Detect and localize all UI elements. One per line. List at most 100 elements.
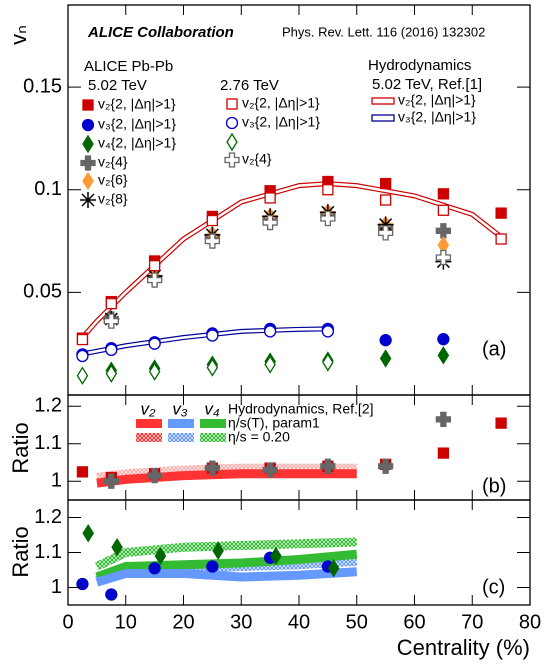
y-axis-title: vₙ bbox=[6, 25, 31, 45]
x-tick-label: 30 bbox=[230, 611, 252, 633]
marker bbox=[146, 272, 163, 288]
y-tick-label: 0.15 bbox=[23, 75, 62, 97]
x-tick-label: 0 bbox=[62, 611, 73, 633]
marker bbox=[148, 260, 161, 272]
legend-label: v₂{2, |Δη|>1} bbox=[398, 92, 476, 108]
marker bbox=[437, 346, 450, 365]
marker bbox=[148, 337, 161, 350]
legend-swatch bbox=[200, 433, 226, 442]
x-tick-label: 50 bbox=[346, 611, 368, 633]
annotation: (b) bbox=[482, 475, 506, 497]
annotation: 2.76 TeV bbox=[220, 77, 279, 94]
y-axis-title: Ratio bbox=[8, 526, 33, 577]
marker bbox=[105, 364, 118, 383]
marker bbox=[264, 192, 276, 204]
legend-swatch bbox=[371, 114, 395, 122]
marker bbox=[327, 559, 340, 578]
marker bbox=[154, 546, 167, 566]
marker bbox=[105, 343, 118, 356]
marker bbox=[206, 329, 219, 342]
annotation: ALICE Collaboration bbox=[87, 24, 234, 41]
legend-label: η/s = 0.20 bbox=[228, 429, 290, 445]
marker bbox=[321, 325, 335, 338]
marker bbox=[103, 473, 119, 489]
marker bbox=[437, 204, 450, 216]
marker bbox=[377, 225, 394, 241]
marker bbox=[437, 333, 450, 346]
annotation: Phys. Rev. Lett. 116 (2016) 132302 bbox=[282, 24, 485, 39]
x-tick-label: 60 bbox=[403, 611, 425, 633]
marker bbox=[105, 588, 118, 601]
marker bbox=[146, 467, 163, 484]
legend-label: v₂{8} bbox=[98, 191, 128, 207]
legend-swatch bbox=[136, 433, 162, 442]
marker bbox=[206, 214, 219, 227]
y-tick-label: 1.1 bbox=[34, 432, 62, 454]
marker bbox=[379, 334, 392, 347]
marker bbox=[495, 417, 507, 429]
marker bbox=[263, 325, 277, 338]
marker bbox=[76, 577, 89, 591]
legend-swatch bbox=[136, 419, 162, 428]
x-tick-label: 70 bbox=[461, 611, 483, 633]
legend-label: v₂{4} bbox=[242, 151, 272, 167]
y-tick-label: 1.1 bbox=[34, 541, 62, 563]
y-tick-label: 1 bbox=[51, 576, 62, 598]
marker bbox=[148, 362, 161, 381]
marker bbox=[204, 460, 221, 476]
legend-marker bbox=[225, 116, 239, 130]
marker bbox=[76, 333, 89, 346]
y-axis-title: Ratio bbox=[8, 422, 33, 473]
x-tick-label: 80 bbox=[519, 611, 541, 633]
legend-marker bbox=[82, 171, 94, 191]
marker bbox=[379, 177, 392, 190]
legend-label: v₂{2, |Δη|>1} bbox=[242, 95, 320, 111]
legend-label: v₂{4} bbox=[98, 154, 128, 170]
annotation: (a) bbox=[482, 338, 506, 360]
x-tick-label: 10 bbox=[115, 611, 137, 633]
marker bbox=[379, 349, 392, 368]
legend-marker bbox=[226, 132, 238, 152]
legend-label: η/s(T), param1 bbox=[228, 415, 320, 431]
marker bbox=[377, 458, 394, 474]
annotation: 5.02 TeV, Ref.[1] bbox=[372, 76, 482, 93]
marker bbox=[435, 411, 452, 428]
hydro-curve-inner bbox=[82, 327, 328, 356]
marker bbox=[111, 538, 123, 557]
legend-marker bbox=[226, 98, 238, 110]
legend-swatch bbox=[200, 419, 226, 428]
hydro-band bbox=[94, 537, 357, 571]
legend-marker bbox=[82, 99, 94, 111]
marker bbox=[437, 447, 450, 459]
y-tick-label: 0.1 bbox=[34, 178, 62, 200]
marker bbox=[76, 349, 89, 363]
legend-column-label: v₄ bbox=[204, 399, 220, 418]
marker bbox=[212, 541, 224, 560]
marker bbox=[76, 366, 89, 385]
legend-marker bbox=[82, 134, 94, 154]
y-tick-label: 1.2 bbox=[34, 506, 62, 528]
legend-label: v₄{2, |Δη|>1} bbox=[98, 135, 176, 151]
hydro-band bbox=[95, 567, 358, 587]
legend-label: v₃{2, |Δη|>1} bbox=[242, 114, 320, 130]
marker bbox=[206, 358, 219, 377]
legend-marker bbox=[81, 118, 95, 132]
annotation: Hydrodynamics bbox=[368, 57, 471, 74]
legend-marker bbox=[80, 192, 96, 208]
hydro-band bbox=[96, 469, 357, 488]
marker bbox=[270, 546, 282, 566]
marker bbox=[435, 223, 452, 239]
marker bbox=[105, 298, 117, 310]
legend-label: v₂{2, |Δη|>1} bbox=[98, 96, 176, 112]
marker bbox=[82, 524, 94, 543]
marker bbox=[322, 184, 334, 196]
marker bbox=[262, 214, 278, 231]
marker bbox=[320, 210, 336, 227]
marker bbox=[435, 249, 452, 266]
legend-column-label: v₂ bbox=[141, 399, 157, 418]
legend-marker bbox=[80, 155, 96, 171]
annotation: 5.02 TeV bbox=[88, 77, 147, 94]
y-tick-label: 0.05 bbox=[23, 281, 62, 303]
legend-label: v₂{6} bbox=[98, 172, 128, 188]
